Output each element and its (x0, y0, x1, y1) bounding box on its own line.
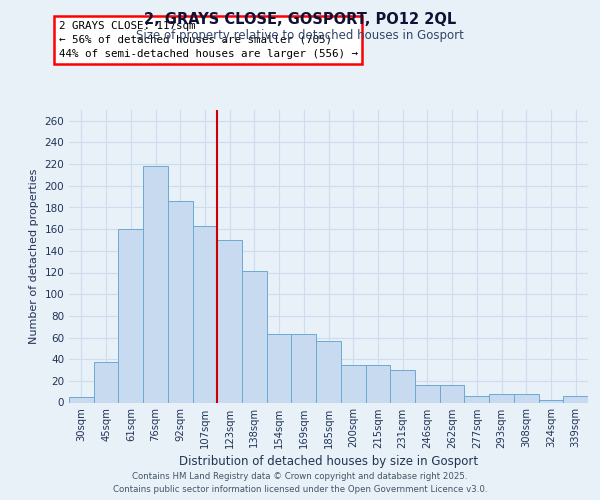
Bar (365, 364, 390, 403)
Text: 2 GRAYS CLOSE: 117sqm
← 56% of detached houses are smaller (705)
44% of semi-det: 2 GRAYS CLOSE: 117sqm ← 56% of detached … (59, 21, 358, 59)
Text: Contains HM Land Registry data © Crown copyright and database right 2025.: Contains HM Land Registry data © Crown c… (132, 472, 468, 481)
Bar (390, 370, 415, 402)
Text: Size of property relative to detached houses in Gosport: Size of property relative to detached ho… (136, 29, 464, 42)
Bar (69, 397, 94, 402)
Bar (94, 362, 118, 403)
Bar (118, 229, 143, 402)
Bar (464, 396, 489, 402)
Bar (242, 272, 267, 402)
Bar (143, 166, 168, 402)
Text: 2, GRAYS CLOSE, GOSPORT, PO12 2QL: 2, GRAYS CLOSE, GOSPORT, PO12 2QL (144, 12, 456, 28)
Text: Contains public sector information licensed under the Open Government Licence v3: Contains public sector information licen… (113, 485, 487, 494)
Bar (563, 396, 588, 402)
Bar (440, 385, 464, 402)
Bar (514, 394, 539, 402)
X-axis label: Distribution of detached houses by size in Gosport: Distribution of detached houses by size … (179, 454, 478, 468)
Bar (539, 400, 563, 402)
Bar (415, 385, 440, 402)
Y-axis label: Number of detached properties: Number of detached properties (29, 168, 39, 344)
Bar (193, 226, 217, 402)
Bar (267, 334, 292, 402)
Bar (316, 341, 341, 402)
Bar (292, 334, 316, 402)
Bar (341, 364, 365, 403)
Bar (489, 394, 514, 402)
Bar (168, 201, 193, 402)
Bar (217, 240, 242, 402)
